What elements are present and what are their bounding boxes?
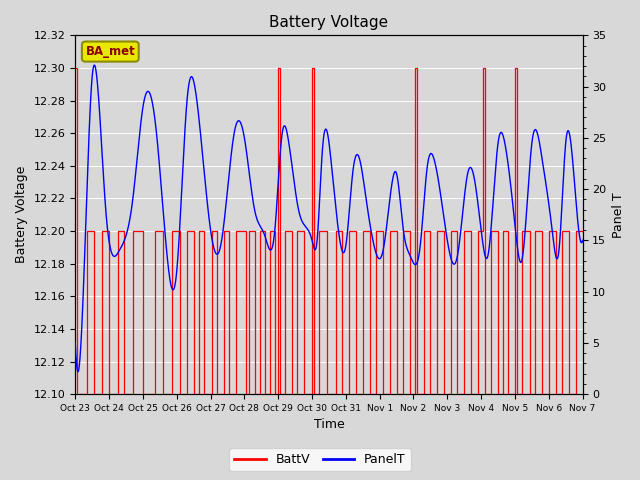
Legend: BattV, PanelT: BattV, PanelT [229,448,411,471]
Y-axis label: Panel T: Panel T [612,192,625,238]
X-axis label: Time: Time [314,419,344,432]
Text: BA_met: BA_met [85,45,135,58]
Title: Battery Voltage: Battery Voltage [269,15,388,30]
Y-axis label: Battery Voltage: Battery Voltage [15,166,28,264]
